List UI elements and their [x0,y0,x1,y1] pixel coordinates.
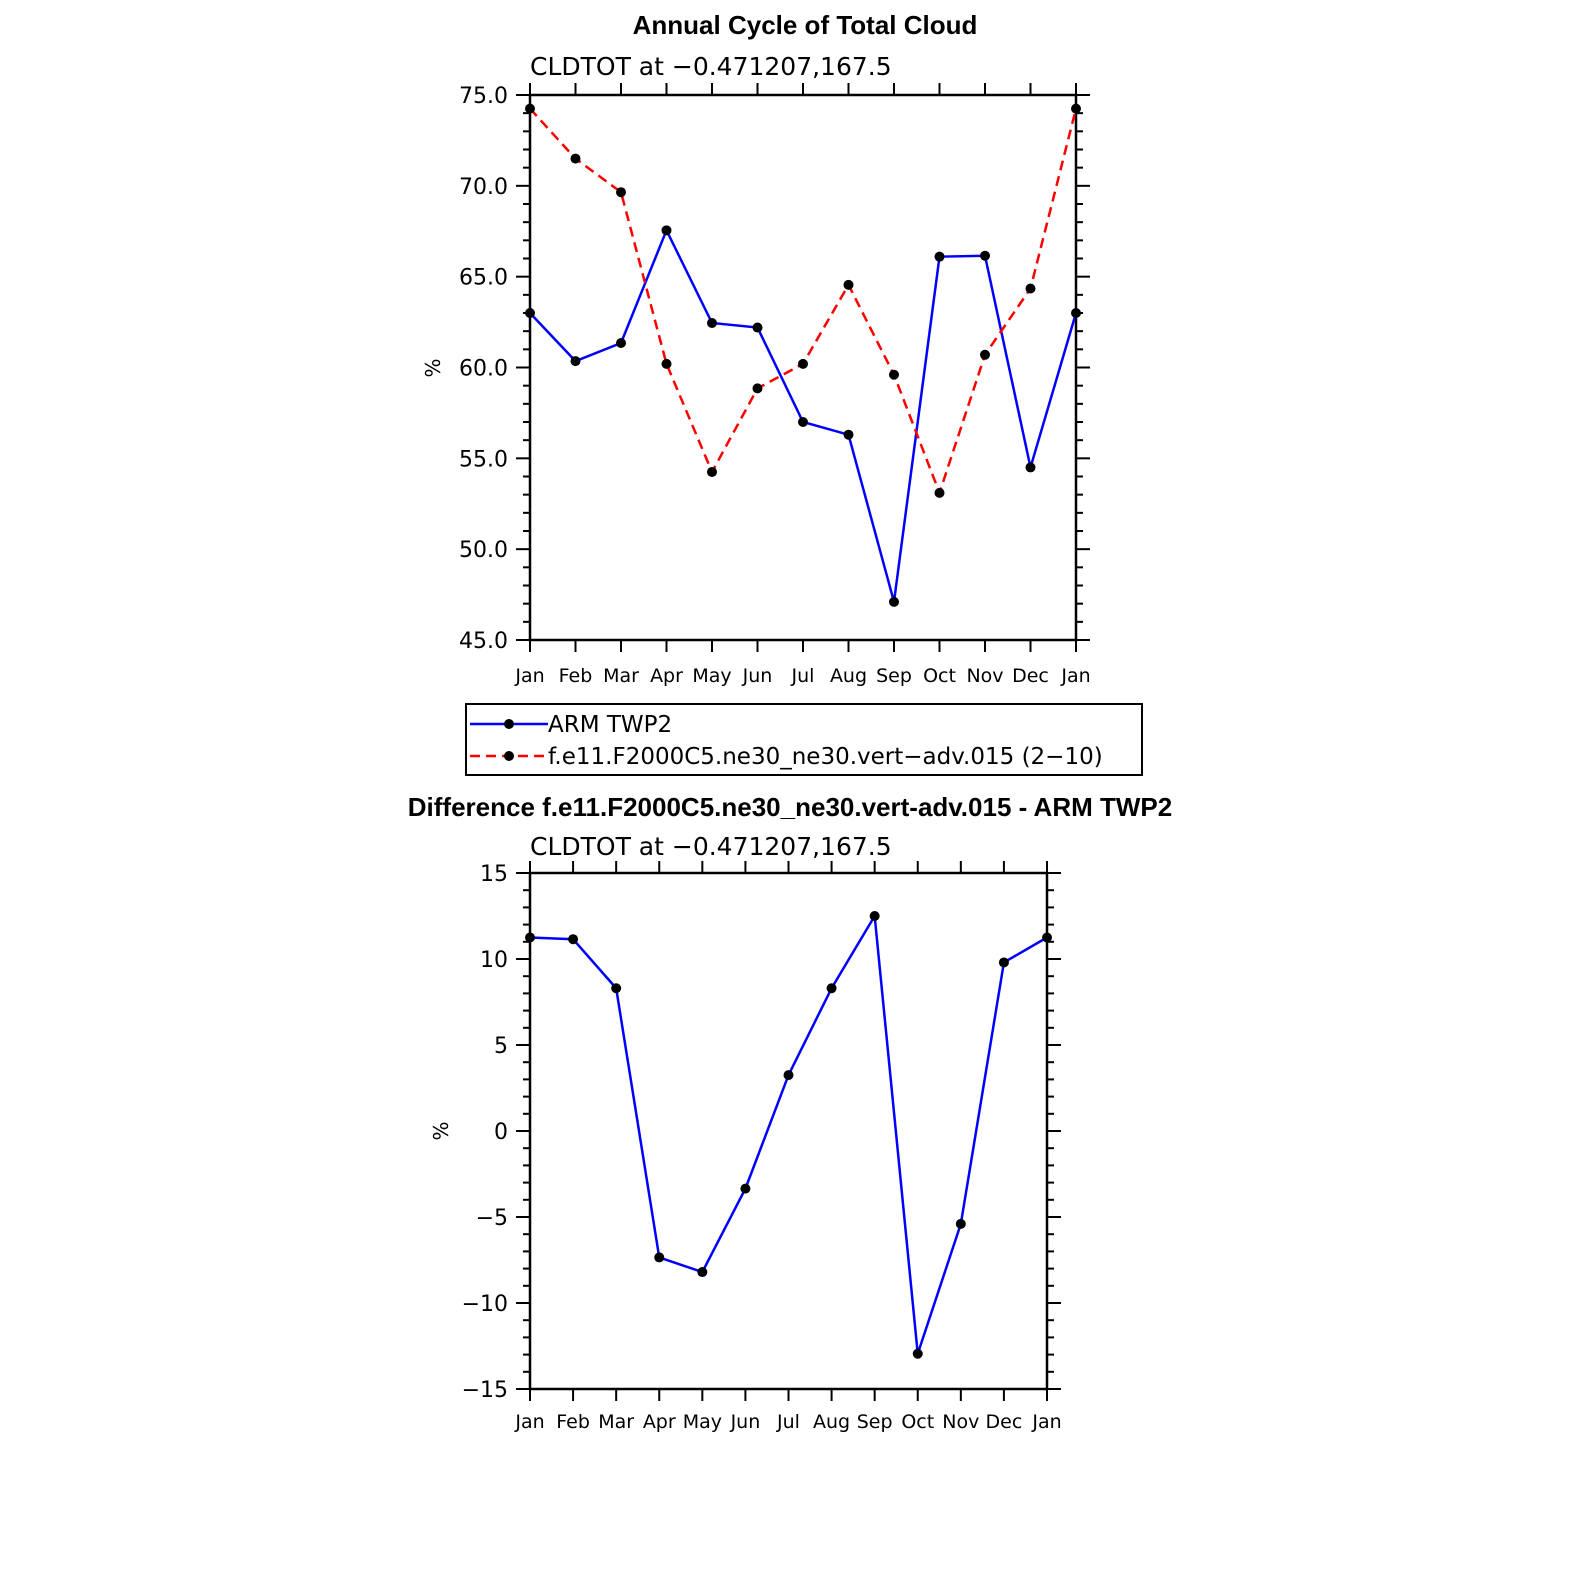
data-point [661,225,672,236]
series-line [529,227,1078,603]
series-line [529,912,1048,1355]
y-axis-label: % [429,1121,453,1140]
plot-area: Jan Feb Mar Apr May Jun Jul Aug Sep Oct Nov Dec Jan 4… [459,83,1091,687]
y-tick-label: 45.0 [459,629,508,654]
legend-box [465,703,1143,776]
legend-label-model: f.e11.F2000C5.ne30_ne30.vert−adv.015 (2−… [548,744,1103,770]
data-point [843,429,854,440]
y-tick-label: 0 [494,1120,508,1145]
y-tick-label: 5 [494,1034,508,1059]
x-tick-label: Oct [923,665,956,687]
data-point [980,250,990,261]
data-point [616,187,626,198]
chart-title: Difference f.e11.F2000C5.ne30_ne30.vert-… [408,792,1172,822]
data-point [654,1252,665,1263]
data-point [707,317,717,328]
y-tick-label: 60.0 [459,357,508,382]
data-point [611,983,622,994]
data-point [998,957,1009,968]
x-tick-label: Jan [514,1411,544,1433]
data-point [934,487,945,498]
x-tick-label: Mar [603,665,639,687]
x-tick-label: Sep [857,1411,893,1433]
y-tick-label: 15 [480,862,508,887]
x-tick-label: Jun [742,665,773,687]
y-tick-label: 65.0 [459,266,508,291]
data-point [1042,932,1052,943]
x-tick-label: Aug [813,1411,850,1433]
data-point [955,1218,966,1229]
data-point [616,337,626,348]
x-tick-label: Dec [1012,665,1049,687]
data-point [568,934,579,945]
data-point [661,358,672,369]
x-tick-label: May [683,1411,722,1433]
x-tick-label: Jan [1031,1411,1061,1433]
data-point [740,1183,751,1194]
data-point [752,322,763,333]
data-point [1071,103,1081,114]
data-point [570,153,581,164]
y-tick-label: 75.0 [459,84,508,109]
data-point [934,251,945,262]
legend-marker-arm [504,719,514,729]
data-point [912,1348,923,1359]
x-tick-label: Dec [986,1411,1023,1433]
y-tick-label: −10 [462,1292,508,1317]
x-tick-label: Jan [514,665,544,687]
data-point [1025,283,1036,294]
y-tick-label: 50.0 [459,538,508,563]
x-tick-label: Oct [901,1411,934,1433]
data-point [980,349,990,360]
legend-marker-model [504,751,514,761]
plot-frame [528,871,1049,1391]
x-tick-label: Feb [556,1411,590,1433]
data-point [843,279,854,290]
y-tick-label: −5 [476,1206,508,1231]
y-tick-label: 10 [480,948,508,973]
chart-subtitle: CLDTOT at −0.471207,167.5 [530,832,892,861]
x-tick-label: Jan [1060,665,1090,687]
data-point [889,596,899,607]
legend: ARM TWP2 f.e11.F2000C5.ne30_ne30.vert−ad… [465,703,1143,776]
data-point [525,103,535,114]
data-point [707,466,717,477]
x-tick-label: Nov [966,665,1003,687]
data-point [798,417,808,427]
data-point [1071,308,1081,318]
x-tick-label: Jul [791,665,815,687]
data-point [889,369,899,380]
x-tick-label: May [692,665,731,687]
x-tick-label: Aug [830,665,867,687]
data-point [783,1070,794,1081]
x-tick-label: Sep [876,665,912,687]
chart-subtitle: CLDTOT at −0.471207,167.5 [530,52,892,81]
y-tick-label: 70.0 [459,175,508,200]
x-tick-label: Apr [643,1411,676,1433]
data-point [570,356,581,367]
x-tick-label: Jul [776,1411,800,1433]
y-axis-label: % [421,358,445,377]
annual-cycle-chart: Annual Cycle of Total Cloud CLDTOT at −0… [421,10,1091,687]
data-point [826,983,837,994]
data-point [525,308,535,318]
plot-area: Jan Feb Mar Apr May Jun Jul Aug Sep Oct Nov Dec Jan−… [462,861,1062,1433]
y-tick-label: 55.0 [459,447,508,472]
data-point [525,932,535,943]
data-point [1025,462,1036,473]
chart-title: Annual Cycle of Total Cloud [633,10,978,40]
data-point [798,358,808,369]
difference-chart: Difference f.e11.F2000C5.ne30_ne30.vert-… [408,792,1172,1433]
x-tick-label: Feb [559,665,593,687]
data-point [697,1267,708,1278]
x-tick-label: Mar [598,1411,634,1433]
x-tick-label: Nov [942,1411,979,1433]
x-tick-label: Apr [650,665,683,687]
data-point [869,911,880,921]
x-tick-label: Jun [730,1411,761,1433]
data-point [752,383,763,394]
y-tick-label: −15 [462,1378,508,1403]
legend-label-arm: ARM TWP2 [548,712,672,738]
